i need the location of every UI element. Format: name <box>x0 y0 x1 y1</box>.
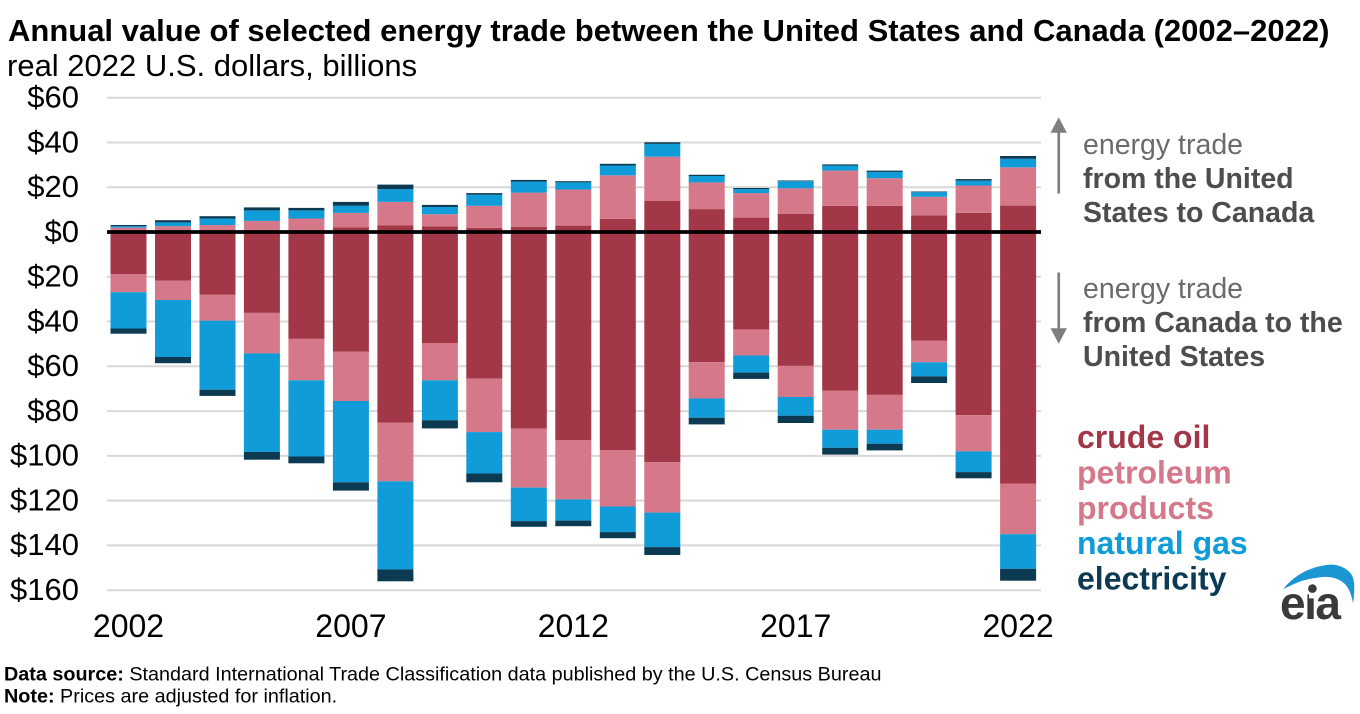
svg-text:$140: $140 <box>10 527 79 562</box>
svg-text:energy trade: energy trade <box>1083 273 1243 305</box>
svg-text:electricity: electricity <box>1077 561 1227 597</box>
svg-text:$60: $60 <box>27 80 79 115</box>
svg-text:$120: $120 <box>10 482 79 517</box>
svg-text:$20: $20 <box>27 169 79 204</box>
svg-text:United States: United States <box>1083 341 1265 373</box>
svg-text:States to Canada: States to Canada <box>1083 197 1315 229</box>
svg-text:from the United: from the United <box>1083 163 1294 195</box>
svg-text:$80: $80 <box>27 393 79 428</box>
svg-text:$100: $100 <box>10 438 79 473</box>
svg-text:$160: $160 <box>10 572 79 607</box>
svg-text:from Canada to the: from Canada to the <box>1083 307 1343 339</box>
svg-text:$40: $40 <box>27 124 79 159</box>
svg-text:$0: $0 <box>45 214 79 249</box>
svg-text:real 2022 U.S. dollars, billio: real 2022 U.S. dollars, billions <box>7 48 417 83</box>
svg-text:Annual value of selected energ: Annual value of selected energy trade be… <box>8 13 1329 48</box>
svg-text:$20: $20 <box>27 259 79 294</box>
svg-text:2022: 2022 <box>983 608 1054 644</box>
svg-text:Data source: Standard Internat: Data source: Standard International Trad… <box>4 664 881 686</box>
svg-text:Note: Prices are adjusted for: Note: Prices are adjusted for inflation. <box>4 686 337 708</box>
svg-text:$60: $60 <box>27 348 79 383</box>
svg-text:2002: 2002 <box>93 608 164 644</box>
svg-text:$40: $40 <box>27 303 79 338</box>
svg-text:energy trade: energy trade <box>1083 129 1243 161</box>
svg-text:products: products <box>1077 490 1214 526</box>
svg-text:crude oil: crude oil <box>1077 419 1210 455</box>
svg-text:2007: 2007 <box>315 608 386 644</box>
svg-text:petroleum: petroleum <box>1077 454 1232 490</box>
svg-text:2012: 2012 <box>538 608 609 644</box>
svg-text:2017: 2017 <box>760 608 831 644</box>
svg-text:natural gas: natural gas <box>1077 525 1248 561</box>
